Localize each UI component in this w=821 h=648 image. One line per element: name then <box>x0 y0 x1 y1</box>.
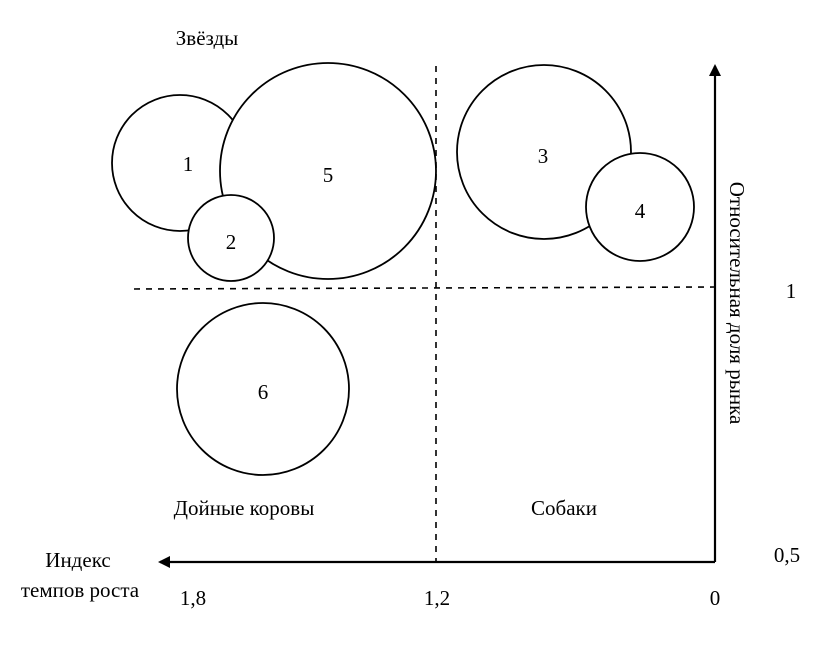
svg-text:4: 4 <box>635 199 646 223</box>
circle-4: 4 <box>585 152 695 262</box>
x-axis-label-line1: Индекс <box>45 548 110 572</box>
y-tick-0-5: 0,5 <box>774 543 800 567</box>
y-tick-1: 1 <box>786 279 797 303</box>
x-axis-label-line2: темпов роста <box>21 578 140 602</box>
svg-text:2: 2 <box>226 230 237 254</box>
x-tick-0: 0 <box>710 586 721 610</box>
circle-2: 2 <box>187 194 275 282</box>
circle-6: 6 <box>176 302 350 476</box>
label-dogs: Собаки <box>531 496 597 520</box>
svg-text:3: 3 <box>538 144 549 168</box>
x-tick-1-2: 1,2 <box>424 586 450 610</box>
svg-text:5: 5 <box>323 163 334 187</box>
label-stars: Звёзды <box>176 26 238 50</box>
label-cash-cows: Дойные коровы <box>174 496 315 520</box>
y-axis-label: Относительная доля рынка <box>725 182 749 425</box>
circle-5: 5 <box>219 62 437 280</box>
horizontal-divider <box>133 286 716 290</box>
svg-text:6: 6 <box>258 380 269 404</box>
svg-text:1: 1 <box>183 152 194 176</box>
x-tick-1-8: 1,8 <box>180 586 206 610</box>
